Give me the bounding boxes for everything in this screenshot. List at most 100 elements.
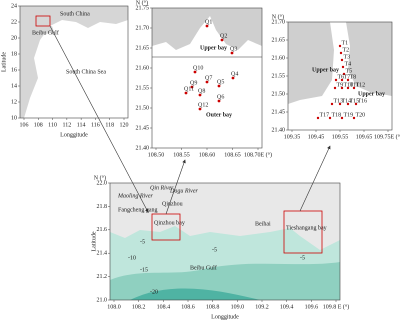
y-tick-label: 12 — [11, 99, 17, 105]
y-tick-label: 21.8 — [97, 204, 108, 210]
station — [330, 102, 334, 106]
station-label: Q1 — [205, 19, 212, 25]
place-label: South China — [60, 11, 90, 17]
region-label: Upper bay — [358, 91, 385, 97]
station — [198, 107, 202, 111]
place-label: Beibu Gulf — [32, 29, 59, 36]
station-label: Q5 — [217, 79, 224, 85]
y-unit: N (°) — [136, 0, 148, 6]
y-tick-label: 21.65 — [272, 37, 286, 43]
station — [220, 38, 224, 42]
station-label: Q7 — [205, 75, 212, 81]
place-label: Qinzhou — [162, 201, 183, 207]
depth-label: -20 — [150, 289, 158, 295]
y-tick-label: 21.50 — [272, 91, 286, 97]
y-tick-label: 21.50 — [136, 105, 150, 111]
y-tick-label: 18 — [11, 51, 17, 57]
main-land — [110, 183, 340, 250]
station — [190, 85, 194, 89]
station-label: T3 — [344, 54, 351, 60]
station-label: T5 — [346, 68, 353, 74]
x-tick-label: 118 — [105, 122, 114, 128]
station — [340, 116, 344, 120]
station-label: T11 — [350, 82, 359, 88]
y-tick-label: 10 — [11, 115, 17, 121]
station-label: Q12 — [198, 102, 208, 108]
depth-label: -15 — [140, 267, 148, 273]
station — [341, 65, 345, 69]
x-tick-label: 109.65 — [356, 134, 373, 140]
station-label: T14 — [342, 98, 352, 104]
station-label: Q6 — [217, 94, 224, 100]
x-tick-label: 108.6 — [181, 304, 195, 310]
panel-frame — [109, 182, 341, 301]
x-tick-label: 108.50 — [148, 152, 165, 158]
station — [352, 86, 356, 90]
y-tick-label: 21.60 — [136, 65, 150, 71]
station-label: T12 — [356, 82, 366, 88]
station — [354, 102, 358, 106]
region-box — [35, 15, 51, 27]
station-label: T9 — [337, 82, 344, 88]
station — [346, 102, 350, 106]
arrow — [165, 159, 186, 215]
x-tick-label: 108.55 — [173, 152, 190, 158]
place-label: South China Sea — [66, 69, 106, 75]
arrow — [299, 145, 331, 212]
station-label: Q4 — [231, 71, 238, 77]
depth-label: -10 — [128, 255, 136, 261]
depth-label: -5 — [212, 247, 217, 253]
station — [340, 58, 344, 62]
y-tick-label: 21.4 — [97, 251, 108, 257]
station — [352, 116, 356, 120]
y-tick-label: 21.45 — [272, 109, 286, 115]
y-tick-label: 21.0 — [97, 297, 108, 303]
x-tick-label: 108.2 — [132, 304, 146, 310]
x-tick-label: 109.0 — [231, 304, 245, 310]
x-tick-label: 108.70E (°) — [244, 151, 272, 158]
station-label: T7 — [344, 74, 351, 80]
place-label: Tieshangang bay — [286, 225, 327, 231]
station-label: T19 — [344, 112, 354, 118]
x-tick-label: 116 — [91, 122, 100, 128]
station — [346, 86, 350, 90]
y-axis-label: Latitude — [1, 52, 7, 72]
place-label: Beibu Gulf — [190, 264, 217, 271]
x-tick-label: 109.45 — [308, 134, 325, 140]
station — [193, 70, 197, 74]
panel-frame — [19, 5, 129, 119]
y-tick-label: 20 — [11, 35, 17, 41]
station — [316, 116, 320, 120]
station — [342, 72, 346, 76]
station-label: Q10 — [193, 65, 203, 71]
station-label: Q2 — [220, 33, 227, 39]
station-label: T16 — [358, 98, 368, 104]
station — [328, 116, 332, 120]
x-tick-label: 114 — [77, 122, 86, 128]
y-tick-label: 21.65 — [136, 45, 150, 51]
tieshangang-east-land — [346, 22, 392, 96]
station — [231, 76, 235, 80]
station-label: Q8 — [198, 88, 205, 94]
x-tick-label: 109.55 — [332, 134, 349, 140]
place-label: Qinzhou bay — [154, 220, 185, 226]
x-tick-label: 108.4 — [157, 304, 171, 310]
overview-land — [20, 6, 128, 118]
station-label: Q3 — [230, 46, 237, 52]
region-label: Upper bay — [200, 45, 227, 51]
station-label: T13 — [334, 98, 344, 104]
x-tick-label: 110 — [48, 122, 57, 128]
station-label: Q11 — [184, 86, 194, 92]
station-label: T18 — [332, 112, 342, 118]
x-tick-label: 109.6 — [305, 304, 319, 310]
region-label: Upper bay — [312, 67, 339, 73]
station — [333, 86, 337, 90]
x-tick-label: 109.8 E (°) — [323, 303, 350, 310]
station — [230, 51, 234, 55]
x-axis-label: Longgitude — [211, 314, 239, 320]
x-tick-label: 108.60 — [199, 152, 216, 158]
y-tick-label: 21.6 — [97, 227, 108, 233]
tieshangang-west-land — [288, 22, 334, 104]
x-tick-label: 109.4 — [280, 304, 294, 310]
x-tick-label: 108.8 — [206, 304, 220, 310]
